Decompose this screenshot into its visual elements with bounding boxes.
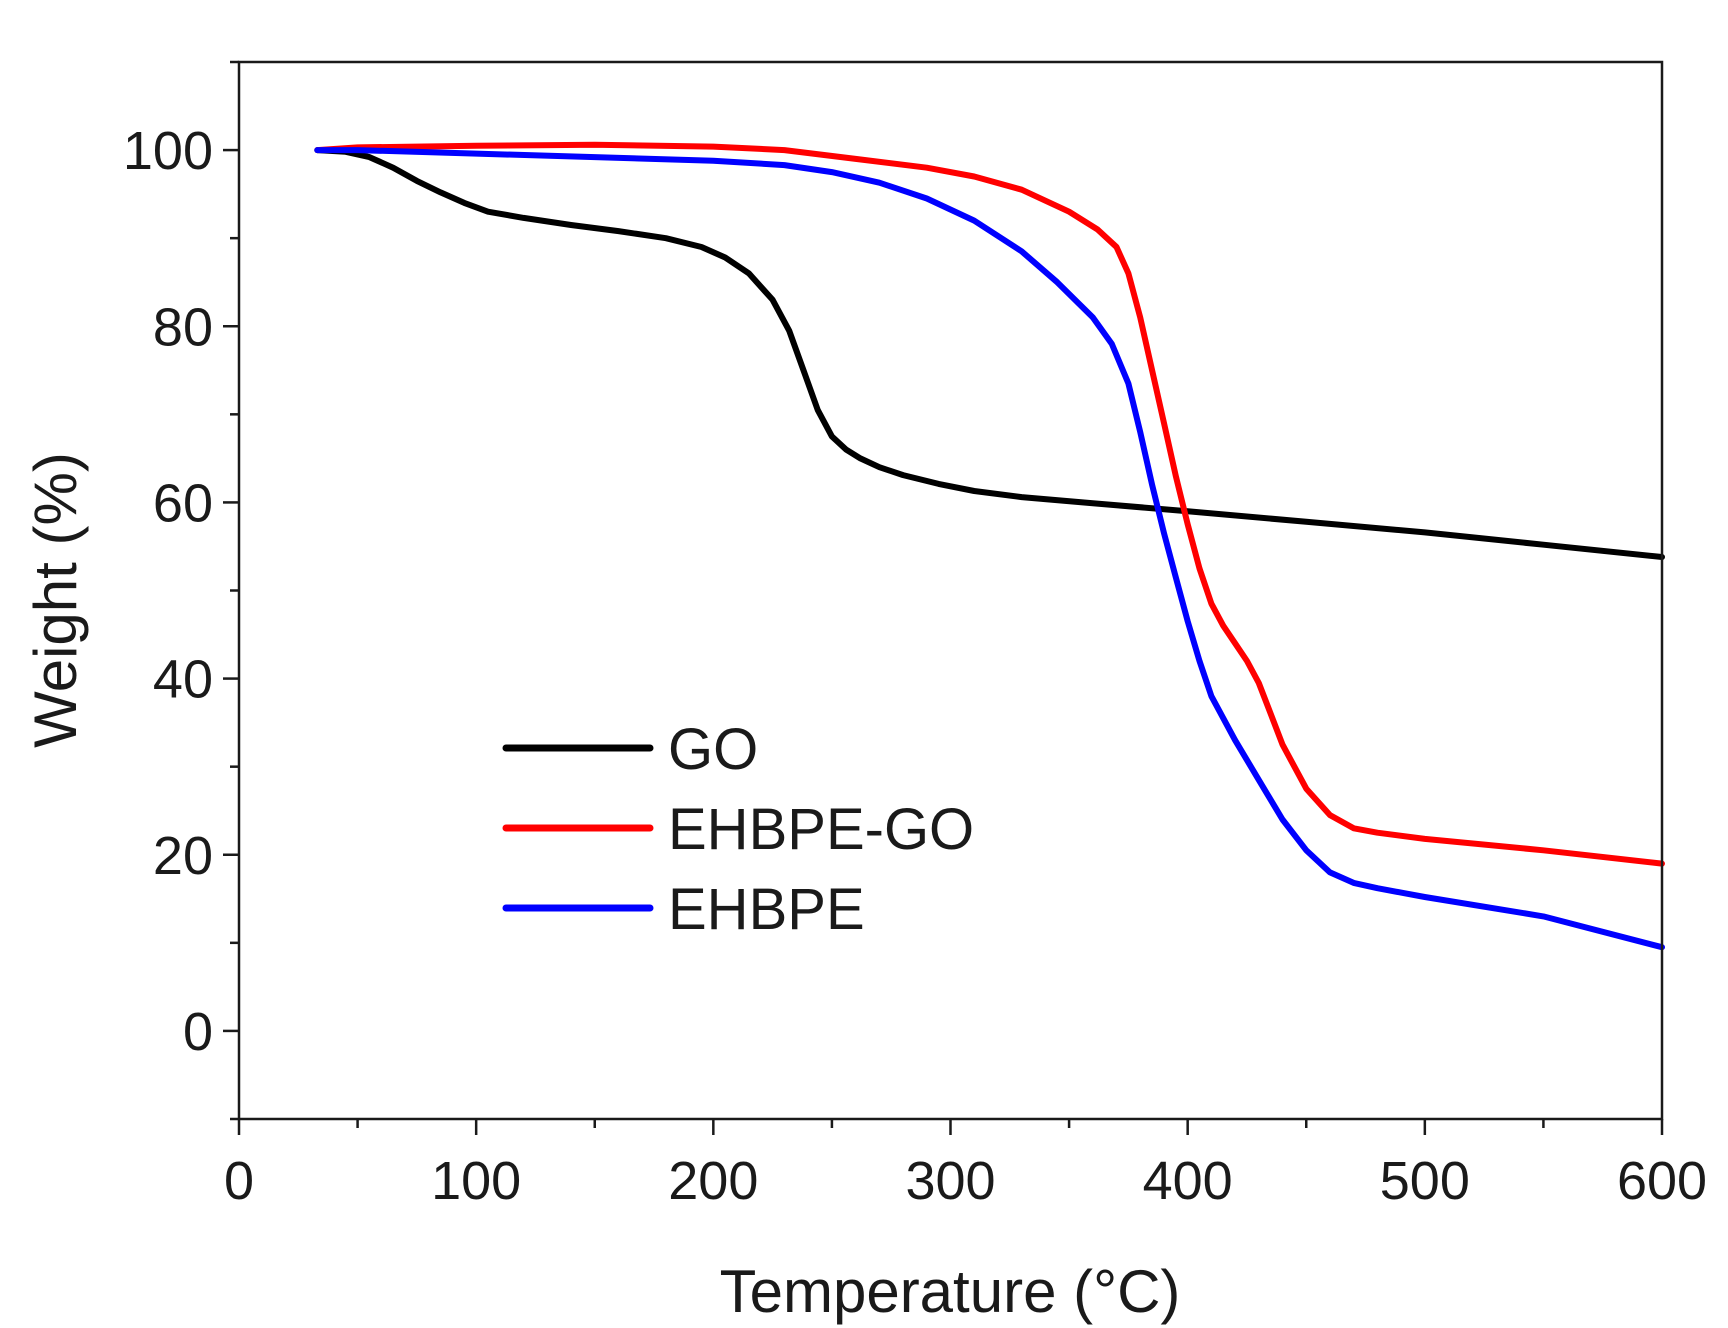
series-line-ehbpe-go (314, 141, 1665, 867)
y-tick-label: 40 (153, 650, 213, 710)
series-line-ehbpe (314, 147, 1665, 951)
y-tick-label: 20 (153, 826, 213, 886)
x-tick-label: 500 (1380, 1151, 1470, 1211)
x-axis-title: Temperature (°C) (720, 1258, 1181, 1325)
x-tick-label: 400 (1143, 1151, 1233, 1211)
x-tick-label: 300 (905, 1151, 995, 1211)
x-tick-label: 100 (431, 1151, 521, 1211)
legend: GO EHBPE-GO EHBPE (502, 717, 974, 942)
legend-label-ehbpe-go: EHBPE-GO (668, 797, 974, 862)
ticks-layer (223, 60, 1664, 1135)
x-tick-label: 0 (224, 1151, 254, 1211)
y-tick-label: 80 (153, 297, 213, 357)
y-axis-title: Weight (%) (22, 452, 89, 748)
legend-label-go: GO (668, 717, 758, 782)
tick-labels-layer: 0 100 200 300 400 500 600 0 20 40 60 80 100 (123, 121, 1707, 1211)
x-tick-label: 200 (668, 1151, 758, 1211)
x-tick-label: 600 (1617, 1151, 1707, 1211)
legend-label-ehbpe: EHBPE (668, 877, 865, 942)
series-layer (314, 141, 1665, 951)
y-tick-label: 60 (153, 473, 213, 533)
y-tick-label: 0 (183, 1002, 213, 1062)
y-tick-label: 100 (123, 121, 213, 181)
series-line-go (314, 147, 1665, 560)
